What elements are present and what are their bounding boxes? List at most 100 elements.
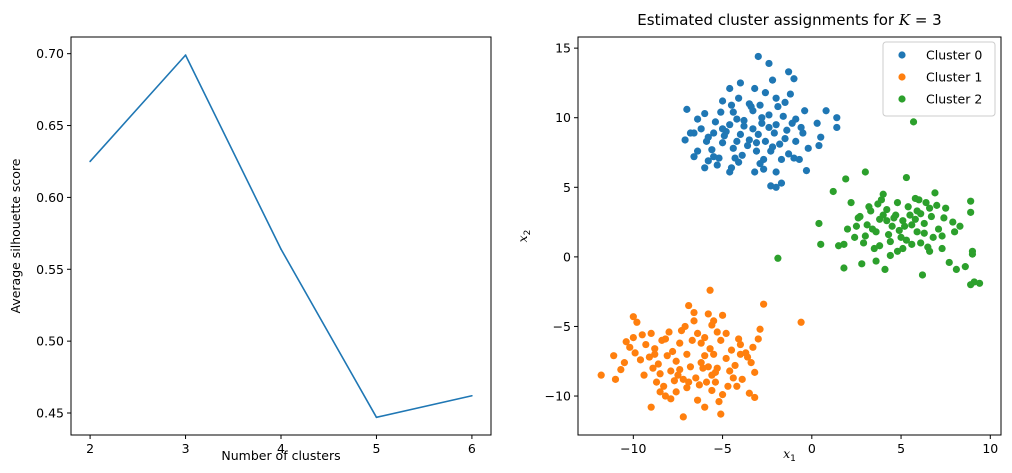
scatter-title-math-k: K: [898, 11, 911, 29]
cluster-1-point: [692, 374, 700, 382]
cluster-0-point: [765, 123, 773, 132]
cluster-2-point: [861, 232, 869, 240]
cluster-2-point: [917, 239, 925, 247]
cluster-1-point: [654, 360, 662, 368]
cluster-0-point: [813, 119, 821, 127]
cluster-2-point: [901, 222, 909, 230]
cluster-2-point: [927, 212, 935, 221]
cluster-0-point: [686, 129, 695, 137]
cluster-1-point: [610, 352, 618, 360]
scatter-y-label-subscript: 2: [523, 230, 533, 236]
cluster-0-point: [736, 79, 745, 87]
cluster-1-point: [727, 346, 736, 354]
silhouette-plot-frame: [70, 36, 492, 436]
silhouette-x-tick-label-6: 6: [468, 441, 476, 456]
cluster-2-point: [902, 173, 911, 182]
cluster-1-point: [676, 339, 684, 347]
cluster-0-point: [760, 165, 768, 173]
silhouette-y-axis-label: Average silhouette score: [8, 158, 23, 313]
cluster-scatter-chart: −10 −5 0 5 10 −10 −5 0 5 10 15 Estimated cluster a…: [515, 11, 1002, 464]
cluster-2-point: [842, 175, 850, 183]
cluster-2-point: [856, 212, 864, 221]
cluster-2-point: [926, 247, 934, 255]
cluster-0-point: [804, 144, 812, 152]
silhouette-point-5: [375, 416, 378, 419]
cluster-2-point: [865, 203, 873, 211]
cluster-0-point: [752, 147, 761, 155]
cluster-2-point: [920, 229, 928, 237]
cluster-1-point: [629, 333, 637, 342]
cluster-1-point: [636, 356, 645, 364]
cluster-0-point: [733, 137, 741, 145]
cluster-1-point: [670, 377, 678, 385]
silhouette-axis-ticks: 2 3 4 5 6 0.45 0.50 0.55 0.60 0.65 0.70: [36, 46, 476, 456]
cluster-1-point: [729, 374, 737, 382]
cluster-0-point: [718, 139, 727, 147]
cluster-0-point: [761, 89, 770, 97]
scatter-y-tick-label--5: −5: [553, 319, 571, 334]
cluster-1-point: [661, 335, 670, 343]
cluster-2-point: [961, 263, 969, 271]
cluster-1-point: [686, 363, 695, 371]
cluster-1-point: [724, 382, 732, 390]
cluster-2-point: [886, 251, 894, 260]
scatter-x-tick-label--10: −10: [620, 441, 646, 456]
cluster-2-point: [938, 232, 946, 240]
cluster-2-point: [956, 222, 964, 230]
silhouette-y-tick-label-0: 0.45: [36, 406, 64, 421]
cluster-1-point: [651, 345, 659, 353]
cluster-1-point: [715, 398, 723, 406]
cluster-2-point: [899, 244, 907, 253]
cluster-2-point: [893, 199, 902, 207]
cluster-2-point: [906, 211, 914, 219]
cluster-0-point: [726, 121, 734, 129]
cluster-2-point: [883, 217, 891, 225]
cluster-1-point: [690, 308, 698, 317]
cluster-1-point: [633, 318, 641, 326]
cluster-2-point: [952, 265, 960, 273]
cluster-2-point: [918, 271, 927, 279]
cluster-1-point: [704, 310, 712, 318]
cluster-0-point: [738, 151, 746, 159]
cluster-0-point: [708, 146, 716, 154]
cluster-0-point: [779, 112, 787, 120]
cluster-0-point: [701, 164, 709, 172]
cluster-0-point: [799, 129, 807, 137]
cluster-scatter-points: [597, 52, 984, 421]
cluster-1-point: [651, 350, 659, 358]
cluster-2-point: [881, 265, 889, 273]
cluster-1-point: [679, 413, 687, 421]
cluster-0-point: [758, 119, 766, 127]
cluster-2-point: [840, 264, 848, 272]
cluster-1-point: [738, 375, 746, 383]
cluster-0-point: [718, 97, 727, 105]
cluster-2-point: [851, 233, 859, 241]
cluster-2-point: [940, 214, 948, 222]
scatter-x-tick-label-10: 10: [982, 441, 998, 456]
cluster-2-point: [874, 200, 882, 208]
cluster-2-point: [945, 258, 953, 267]
cluster-2-point: [933, 201, 941, 209]
silhouette-line-marks: [89, 54, 473, 419]
cluster-1-point: [699, 364, 707, 372]
scatter-y-tick-label-5: 5: [563, 180, 571, 195]
cluster-0-point: [792, 137, 800, 145]
cluster-1-point: [708, 321, 716, 329]
cluster-0-point: [817, 133, 825, 141]
cluster-1-point: [702, 378, 711, 386]
silhouette-y-tick-label-1: 0.50: [36, 334, 64, 349]
cluster-1-point: [656, 370, 664, 378]
scatter-title-suffix: = 3: [910, 11, 942, 29]
cluster-2-point: [847, 199, 855, 207]
cluster-1-point: [747, 359, 755, 367]
cluster-1-point: [638, 331, 646, 339]
cluster-1-point: [722, 329, 730, 338]
cluster-1-point: [718, 311, 727, 319]
cluster-0-point: [747, 102, 755, 111]
cluster-1-point: [679, 375, 687, 383]
cluster-0-point: [749, 125, 757, 133]
cluster-1-point: [647, 329, 655, 338]
cluster-1-point: [749, 343, 757, 351]
cluster-2-point: [876, 242, 884, 250]
